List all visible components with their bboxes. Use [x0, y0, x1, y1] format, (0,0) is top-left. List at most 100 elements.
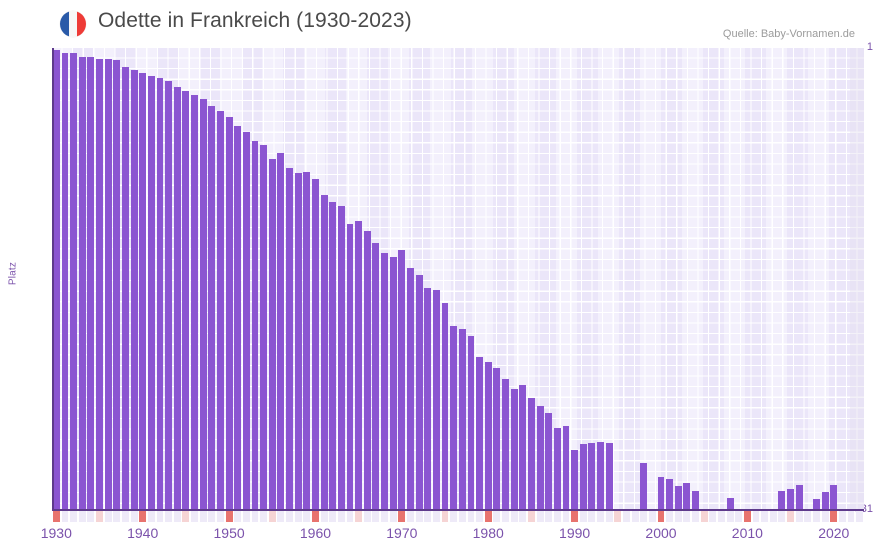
x-tick-mark — [147, 511, 155, 522]
bar[interactable] — [787, 489, 795, 510]
bar[interactable] — [640, 463, 648, 510]
bar[interactable] — [70, 52, 78, 510]
y-axis-line — [52, 48, 54, 510]
bar[interactable] — [130, 70, 138, 510]
bar[interactable] — [432, 290, 440, 510]
bar[interactable] — [320, 194, 328, 510]
bar[interactable] — [553, 428, 561, 510]
bar[interactable] — [476, 357, 484, 510]
bar[interactable] — [173, 87, 181, 510]
bar[interactable] — [519, 384, 527, 510]
bar[interactable] — [493, 367, 501, 510]
bar[interactable] — [234, 126, 242, 510]
flag-stripe-blue — [60, 11, 69, 37]
bar[interactable] — [536, 405, 544, 510]
bar[interactable] — [216, 111, 224, 510]
bar[interactable] — [502, 378, 509, 510]
bar[interactable] — [441, 302, 449, 510]
x-tick-mark — [648, 511, 656, 522]
bar[interactable] — [286, 168, 293, 510]
bar[interactable] — [303, 172, 311, 510]
x-tick-mark — [718, 511, 725, 522]
bar[interactable] — [579, 443, 587, 510]
bar[interactable] — [683, 483, 691, 510]
bar[interactable] — [191, 94, 198, 510]
bar[interactable] — [355, 220, 363, 510]
bar[interactable] — [363, 230, 371, 510]
plot-area — [52, 48, 864, 510]
bar[interactable] — [795, 484, 803, 510]
bar[interactable] — [260, 144, 268, 510]
bar[interactable] — [588, 443, 596, 510]
bar[interactable] — [674, 485, 682, 510]
bar[interactable] — [52, 50, 60, 510]
bar[interactable] — [96, 58, 103, 510]
bar[interactable] — [692, 490, 699, 510]
bar[interactable] — [225, 117, 233, 510]
x-tick-mark — [407, 511, 414, 522]
bar[interactable] — [199, 98, 207, 510]
x-tick-mark — [78, 511, 86, 522]
bar[interactable] — [484, 362, 492, 510]
x-tick-mark — [268, 511, 276, 522]
bar[interactable] — [329, 201, 337, 510]
bar[interactable] — [830, 484, 838, 510]
bar[interactable] — [372, 242, 380, 510]
bar[interactable] — [510, 388, 518, 510]
bar[interactable] — [139, 72, 147, 510]
bar[interactable] — [242, 132, 250, 510]
bar[interactable] — [121, 67, 129, 510]
bar[interactable] — [346, 224, 354, 510]
bar[interactable] — [821, 491, 829, 510]
bar[interactable] — [458, 328, 466, 510]
bar[interactable] — [312, 179, 319, 510]
x-tick-mark — [208, 511, 216, 522]
bar[interactable] — [165, 81, 173, 510]
x-tick-mark — [631, 511, 639, 522]
x-axis-tick-strip — [52, 511, 864, 522]
bar[interactable] — [545, 413, 553, 510]
bar[interactable] — [182, 91, 190, 510]
bar[interactable] — [726, 498, 734, 510]
x-tick-mark — [450, 511, 458, 522]
x-axis-tick-label: 1970 — [386, 525, 418, 541]
bar[interactable] — [571, 449, 579, 510]
x-tick-mark — [545, 511, 553, 522]
bar[interactable] — [813, 499, 820, 510]
source-label: Quelle: Baby-Vornamen.de — [722, 28, 855, 40]
bar[interactable] — [407, 267, 414, 510]
x-tick-mark — [787, 511, 795, 522]
bar[interactable] — [467, 336, 475, 510]
bar[interactable] — [657, 476, 665, 510]
bar[interactable] — [562, 426, 570, 510]
bar[interactable] — [527, 397, 535, 510]
bar[interactable] — [104, 58, 112, 510]
bar[interactable] — [294, 173, 302, 510]
bar[interactable] — [398, 250, 406, 510]
bar[interactable] — [424, 287, 432, 510]
x-tick-mark — [692, 511, 699, 522]
x-tick-mark — [743, 511, 751, 522]
bar[interactable] — [78, 57, 86, 510]
bar[interactable] — [337, 205, 345, 510]
bar[interactable] — [450, 326, 458, 510]
bar[interactable] — [156, 78, 164, 510]
bar[interactable] — [61, 52, 69, 510]
x-tick-mark — [597, 511, 604, 522]
bar[interactable] — [389, 256, 397, 510]
x-tick-mark — [769, 511, 777, 522]
bar[interactable] — [415, 275, 423, 510]
bar[interactable] — [597, 442, 604, 510]
bar[interactable] — [277, 153, 285, 510]
bar[interactable] — [251, 140, 259, 510]
bar[interactable] — [87, 57, 95, 510]
bar[interactable] — [778, 490, 786, 510]
bar[interactable] — [147, 75, 155, 510]
bar[interactable] — [268, 159, 276, 510]
bar[interactable] — [381, 253, 389, 510]
bar[interactable] — [113, 59, 121, 510]
bar[interactable] — [605, 443, 613, 510]
bar[interactable] — [208, 106, 216, 510]
bar[interactable] — [666, 479, 674, 510]
